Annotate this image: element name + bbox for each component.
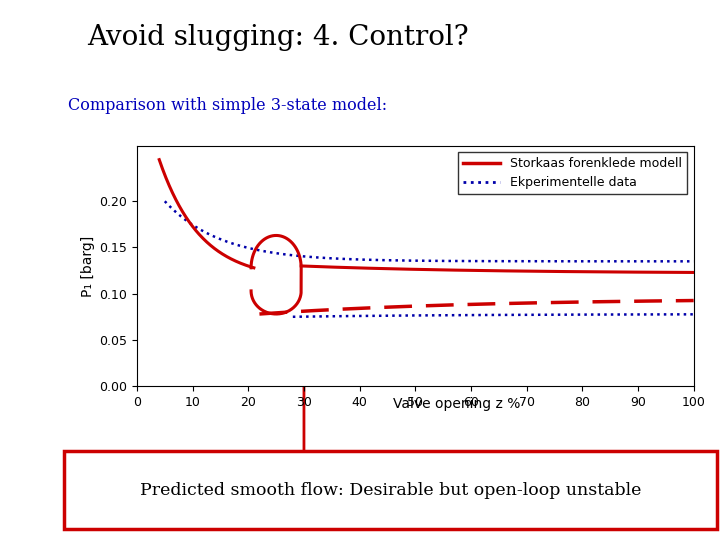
- Text: □: □: [24, 43, 37, 57]
- Text: Predicted smooth flow: Desirable but open-loop unstable: Predicted smooth flow: Desirable but ope…: [140, 482, 642, 498]
- Text: Comparison with simple 3-state model:: Comparison with simple 3-state model:: [68, 97, 387, 114]
- FancyBboxPatch shape: [65, 451, 716, 529]
- Text: Avoid slugging: 4. Control?: Avoid slugging: 4. Control?: [88, 24, 469, 51]
- Text: Valve opening z %: Valve opening z %: [393, 397, 520, 411]
- Y-axis label: P₁ [barg]: P₁ [barg]: [81, 235, 95, 296]
- Text: NTNU: NTNU: [22, 214, 40, 272]
- Legend: Storkaas forenklede modell, Ekperimentelle data: Storkaas forenklede modell, Ekperimentel…: [458, 152, 688, 194]
- Text: 11: 11: [21, 510, 40, 524]
